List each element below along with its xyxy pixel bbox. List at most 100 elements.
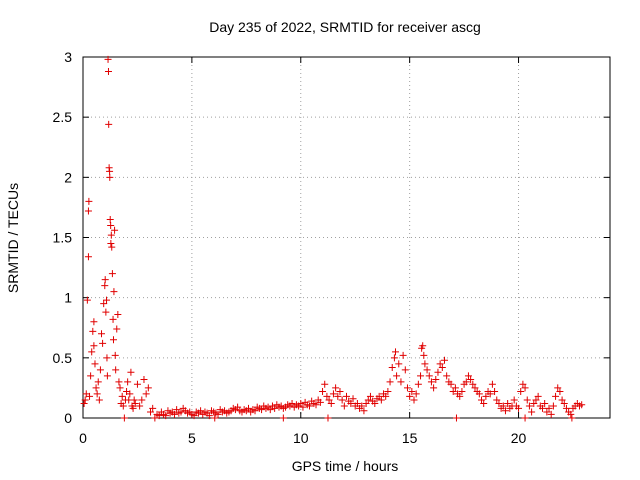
data-point <box>488 380 496 388</box>
data-point <box>111 351 119 359</box>
data-point <box>323 392 331 400</box>
data-point <box>519 380 527 388</box>
data-point <box>462 378 470 386</box>
data-point <box>155 412 163 420</box>
data-point <box>149 404 157 412</box>
data-point <box>440 356 448 364</box>
data-point <box>92 384 100 392</box>
data-point <box>84 253 92 261</box>
y-tick-label: 2 <box>64 169 72 185</box>
data-point <box>436 360 444 368</box>
data-point <box>480 400 488 408</box>
data-point <box>456 392 464 400</box>
data-point <box>151 414 159 422</box>
data-point <box>118 392 126 400</box>
y-tick-label: 3 <box>64 49 72 65</box>
data-point <box>90 318 98 326</box>
data-point <box>449 388 457 396</box>
data-point <box>89 327 97 335</box>
x-tick-label: 10 <box>293 430 309 446</box>
data-point <box>120 414 128 422</box>
data-point <box>419 342 427 350</box>
data-point <box>568 414 576 422</box>
data-point <box>266 406 274 414</box>
data-point <box>547 410 555 418</box>
data-point <box>545 404 553 412</box>
data-point <box>486 390 494 398</box>
data-point <box>384 388 392 396</box>
data-point <box>131 400 139 408</box>
data-point <box>560 400 568 408</box>
grid-lines <box>83 57 610 418</box>
data-point <box>399 351 407 359</box>
data-point <box>452 414 460 422</box>
data-point <box>100 300 108 308</box>
data-point <box>517 388 525 396</box>
data-point <box>395 360 403 368</box>
data-point <box>567 410 575 418</box>
data-point <box>119 402 127 410</box>
data-point <box>124 378 132 386</box>
data-point <box>515 404 523 412</box>
data-point <box>127 368 135 376</box>
data-points <box>80 55 586 422</box>
data-point <box>420 351 428 359</box>
data-point <box>147 408 155 416</box>
data-point <box>106 215 114 223</box>
data-point <box>108 270 116 278</box>
data-point <box>388 363 396 371</box>
data-point <box>414 380 422 388</box>
data-point <box>327 400 335 408</box>
data-point <box>104 55 112 63</box>
chart-title: Day 235 of 2022, SRMTID for receiver asc… <box>209 19 481 35</box>
data-point <box>205 412 213 420</box>
data-point <box>297 400 305 408</box>
data-point <box>510 396 518 404</box>
y-tick-label: 0.5 <box>53 350 73 366</box>
data-point <box>343 392 350 400</box>
data-point <box>81 396 89 404</box>
data-point <box>111 226 119 234</box>
x-axis: 0 5 10 15 20 <box>79 57 527 446</box>
data-point <box>108 243 116 251</box>
data-point <box>471 384 479 392</box>
data-point <box>390 354 398 362</box>
data-point <box>464 372 472 380</box>
data-point <box>558 396 566 404</box>
data-point <box>495 400 503 408</box>
data-point <box>140 375 148 383</box>
y-axis: 0 0.5 1 1.5 2 2.5 3 <box>53 49 610 426</box>
data-point <box>482 392 490 400</box>
data-point <box>115 378 123 386</box>
data-point <box>258 406 266 414</box>
data-point <box>552 392 560 400</box>
data-point <box>107 231 115 239</box>
data-point <box>271 404 279 412</box>
data-point <box>130 396 138 404</box>
plot-frame <box>82 56 611 419</box>
x-tick-label: 20 <box>511 430 527 446</box>
data-point <box>93 390 101 398</box>
data-point <box>133 380 141 388</box>
data-point <box>214 410 222 418</box>
data-point <box>329 390 337 398</box>
data-point <box>475 390 483 398</box>
data-point <box>447 380 455 388</box>
data-point <box>541 400 549 408</box>
data-point <box>299 403 307 411</box>
data-point <box>170 410 178 418</box>
x-tick-label: 15 <box>402 430 418 446</box>
data-point <box>366 392 374 400</box>
data-point <box>578 401 586 409</box>
data-point <box>144 384 152 392</box>
data-point <box>324 414 332 422</box>
data-point <box>467 375 475 383</box>
data-point <box>136 402 144 410</box>
data-point <box>109 315 117 323</box>
data-point <box>103 354 111 362</box>
x-tick-label: 0 <box>79 430 87 446</box>
data-point <box>549 402 557 410</box>
data-point <box>251 407 259 415</box>
data-point <box>391 348 399 356</box>
